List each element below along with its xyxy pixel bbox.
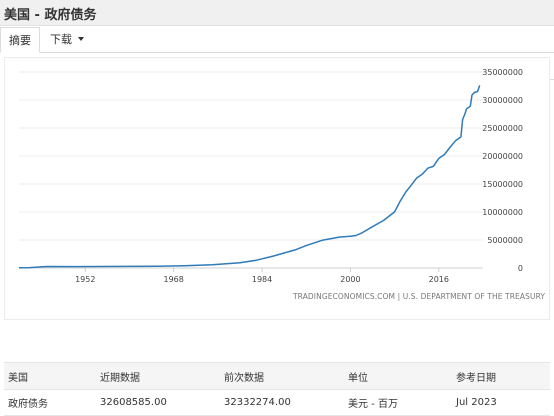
tab-divider-line [40,52,554,53]
table-cell-date: Jul 2023 [452,389,550,416]
x-tick-label: 2016 [429,275,449,284]
tab-summary[interactable]: 摘要 [0,27,40,53]
y-tick-label: 15000000 [482,180,523,189]
x-tick-label: 1968 [163,275,183,284]
y-tick-label: 30000000 [482,96,523,105]
y-axis-ticks: 0 5000000 10000000 15000000 20000000 25000000… [482,68,523,273]
debt-line-chart: 1952 1968 1984 2000 2016 0 5000000 10000000 150… [18,68,545,301]
y-tick-label: 20000000 [482,152,523,161]
title-bar: 美国 - 政府债务 [0,0,554,26]
table-cell-indicator[interactable]: 政府债务 [4,389,96,416]
page-title: 美国 - 政府债务 [4,8,97,23]
caret-down-icon [78,37,84,41]
grid-lines [19,71,483,272]
x-tick-label: 1952 [75,275,95,284]
series-line-layer [18,85,481,269]
table-header-row: 美国 近期数据 前次数据 单位 参考日期 [4,362,550,390]
y-tick-label: 0 [518,264,523,273]
y-tick-label: 25000000 [482,124,523,133]
chart-panel: 1952 1968 1984 2000 2016 0 5000000 10000000 150… [4,57,550,320]
x-axis-ticks: 1952 1968 1984 2000 2016 [75,275,449,284]
tab-download-label: 下载 [50,33,72,46]
x-tick-label: 1984 [252,275,272,284]
table-header-cell: 美国 [4,362,96,390]
table-header-cell: 近期数据 [96,362,220,390]
tab-download[interactable]: 下载 [46,27,84,53]
y-tick-label: 10000000 [482,208,523,217]
chart-source: TRADINGECONOMICS.COM | U.S. DEPARTMENT O… [292,292,545,301]
x-tick-label: 2000 [340,275,360,284]
table-cell-previous: 32332274.00 [220,389,344,416]
data-table: 美国 近期数据 前次数据 单位 参考日期 政府债务 32608585.00 32… [4,362,550,416]
table-row[interactable]: 政府债务 32608585.00 32332274.00 美元 - 百万 Jul… [4,389,550,416]
table-header-cell: 参考日期 [452,362,550,390]
tab-bar: 摘要 下载 [0,27,554,80]
table-cell-latest: 32608585.00 [96,389,220,416]
table-cell-unit: 美元 - 百万 [344,389,452,416]
y-tick-label: 35000000 [482,68,523,77]
series-line [18,85,481,269]
table-header-cell: 前次数据 [220,362,344,390]
y-tick-label: 5000000 [487,236,523,245]
table-header-cell: 单位 [344,362,452,390]
